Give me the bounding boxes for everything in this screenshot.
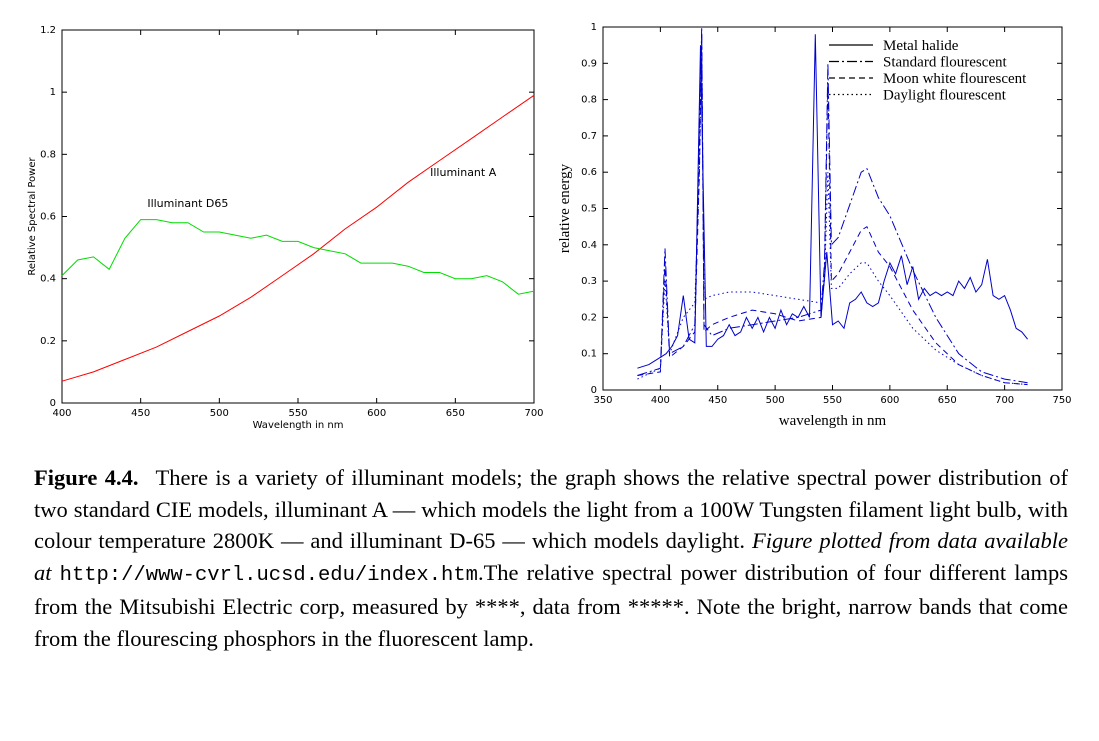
- caption-text-part1: There is a variety of illuminant models;…: [34, 465, 1069, 553]
- x-tick-label: 500: [766, 395, 785, 406]
- chart-left-illuminants: 400 450 500 550 600 650 700 0 0.2 0.4 0.6 0.8 1 1.2 Wa…: [27, 25, 544, 431]
- y-axis-label: relative energy: [557, 163, 573, 253]
- series-line-metal-halide: [637, 34, 1028, 369]
- y-tick-label: 0.5: [581, 204, 597, 215]
- y-axis-label: Relative Spectral Power: [27, 157, 38, 276]
- y-tick-label: 0.1: [581, 349, 597, 360]
- legend-label: Moon white flourescent: [883, 71, 1027, 87]
- caption-text-part2: .The relative spectral power distributio…: [34, 559, 1069, 651]
- y-tick-label: 1: [50, 87, 56, 98]
- x-tick-label: 400: [651, 395, 670, 406]
- y-tick-label: 0.2: [40, 336, 56, 347]
- y-tick-label: 0.7: [581, 131, 597, 142]
- annotation-label: Illuminant D65: [147, 197, 228, 210]
- x-tick-label: 600: [880, 395, 899, 406]
- x-tick-label: 450: [131, 408, 150, 419]
- caption-url: http://www-cvrl.ucsd.edu/index.htm: [59, 563, 478, 587]
- series-line-illuminant-a: [61, 94, 535, 382]
- y-tick-label: 0.8: [40, 149, 56, 160]
- series-line-illuminant-d65: [61, 219, 535, 295]
- caption-label: Figure 4.4.: [34, 465, 139, 490]
- y-tick-label: 1: [591, 22, 597, 33]
- y-tick-label: 0: [591, 385, 597, 396]
- x-tick-label: 700: [995, 395, 1014, 406]
- y-tick-label: 0.6: [40, 212, 56, 223]
- x-tick-label: 500: [210, 408, 229, 419]
- y-tick-label: 0.6: [581, 167, 597, 178]
- x-tick-label: 750: [1052, 395, 1071, 406]
- series-line-moon-white-flourescent: [637, 34, 1028, 386]
- x-tick-label: 650: [446, 408, 465, 419]
- annotation-label: Illuminant A: [430, 166, 497, 179]
- x-tick-label: 550: [288, 408, 307, 419]
- x-tick-label: 550: [823, 395, 842, 406]
- chart-right-lamps: 350 400 450 500 550 600 650 700 750 0 0.1 0.2 0.3 0.4…: [557, 22, 1072, 429]
- x-axis-label: Wavelength in nm: [253, 420, 344, 431]
- figure-caption: Figure 4.4. There is a variety of illumi…: [34, 462, 1068, 654]
- x-tick-label: 450: [708, 395, 727, 406]
- y-tick-label: 1.2: [40, 25, 56, 36]
- x-tick-label: 600: [367, 408, 386, 419]
- legend-label: Metal halide: [883, 38, 959, 54]
- series-line-daylight-flourescent: [637, 45, 1028, 386]
- y-tick-label: 0.8: [581, 95, 597, 106]
- plot-frame: [61, 29, 535, 404]
- x-tick-label: 650: [938, 395, 957, 406]
- caption-italic-note: Figure plotted from data available at: [34, 528, 1069, 585]
- legend-label: Daylight flourescent: [883, 88, 1007, 104]
- y-tick-label: 0.3: [581, 276, 597, 287]
- series-line-standard-flourescent: [637, 26, 1028, 384]
- x-tick-label: 350: [593, 395, 612, 406]
- y-tick-label: 0.4: [40, 274, 56, 285]
- y-tick-label: 0.4: [581, 240, 597, 251]
- y-tick-label: 0.9: [581, 58, 597, 69]
- y-tick-label: 0.2: [581, 312, 597, 323]
- x-axis-label: wavelength in nm: [779, 413, 887, 429]
- x-tick-label: 700: [524, 408, 543, 419]
- x-tick-label: 400: [52, 408, 71, 419]
- y-tick-label: 0: [50, 398, 56, 409]
- legend-label: Standard flourescent: [883, 55, 1008, 71]
